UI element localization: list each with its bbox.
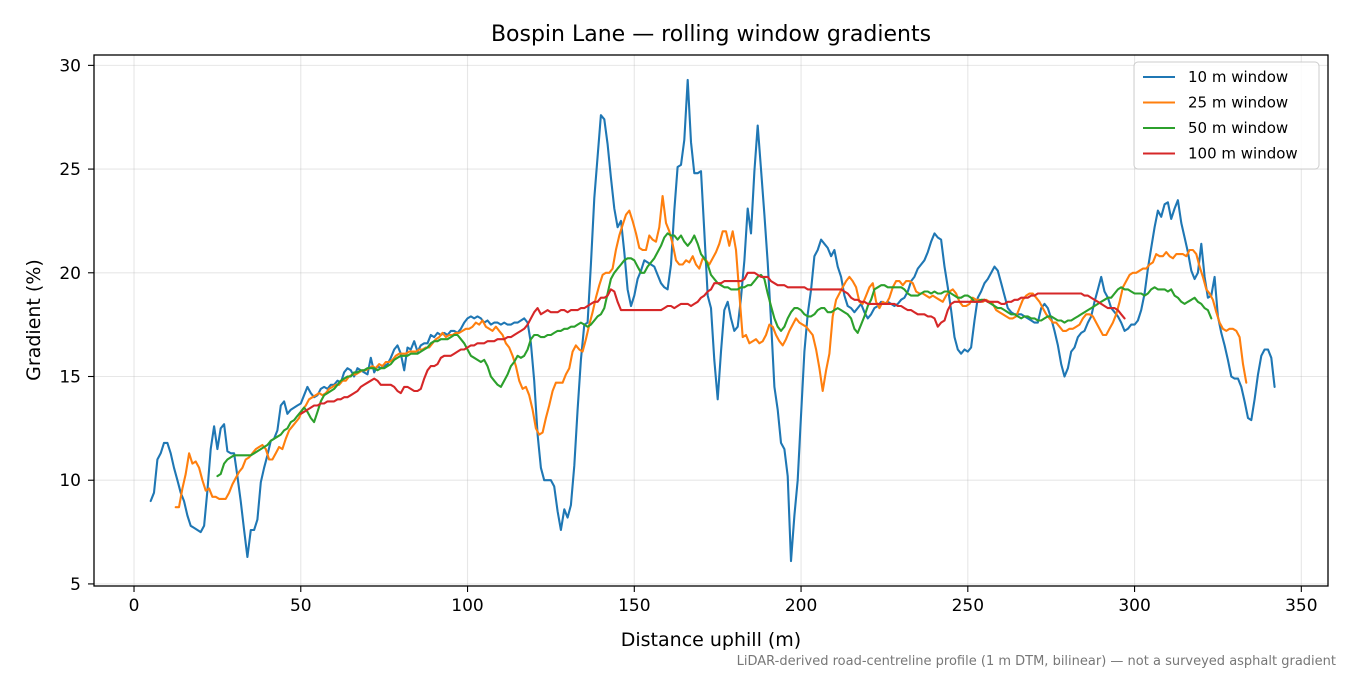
plot-frame (93, 54, 1329, 587)
y-tick-label: 30 (59, 56, 81, 76)
x-axis-label: Distance uphill (m) (621, 629, 801, 651)
y-tick-label: 15 (59, 368, 81, 388)
y-tick-label: 5 (70, 575, 81, 595)
series-line-10-m-window (149, 78, 1276, 563)
x-tick-label: 100 (451, 596, 483, 616)
axis-ticks: 0 50 100 150 200 250 300 350 5 10 15 20 25 30 (59, 56, 1317, 616)
series-lines (149, 78, 1276, 563)
series-line-100-m-window (299, 271, 1126, 415)
chart-title: Bospin Lane — rolling window gradients (491, 22, 931, 47)
legend-label-10-m-window: 10 m window (1188, 68, 1288, 86)
x-tick-label: 350 (1285, 596, 1317, 616)
x-tick-label: 200 (785, 596, 817, 616)
legend-box (1133, 61, 1320, 170)
series-line-25-m-window (174, 194, 1248, 509)
y-tick-label: 20 (59, 264, 81, 284)
legend-label-25-m-window: 25 m window (1188, 94, 1288, 112)
y-axis-label: Gradient (%) (23, 259, 45, 381)
legend-label-100-m-window: 100 m window (1188, 145, 1298, 163)
x-tick-label: 150 (618, 596, 650, 616)
legend-label-50-m-window: 50 m window (1188, 119, 1288, 137)
x-tick-label: 250 (952, 596, 984, 616)
x-tick-label: 0 (129, 596, 140, 616)
x-tick-label: 300 (1118, 596, 1150, 616)
y-tick-label: 10 (59, 471, 81, 491)
y-tick-label: 25 (59, 160, 81, 180)
series-line-50-m-window (216, 232, 1213, 478)
x-tick-label: 50 (290, 596, 312, 616)
legend: 10 m window 25 m window 50 m window 100 m w… (1133, 61, 1320, 170)
footnote: LiDAR-derived road-centreline profile (1… (737, 654, 1336, 669)
